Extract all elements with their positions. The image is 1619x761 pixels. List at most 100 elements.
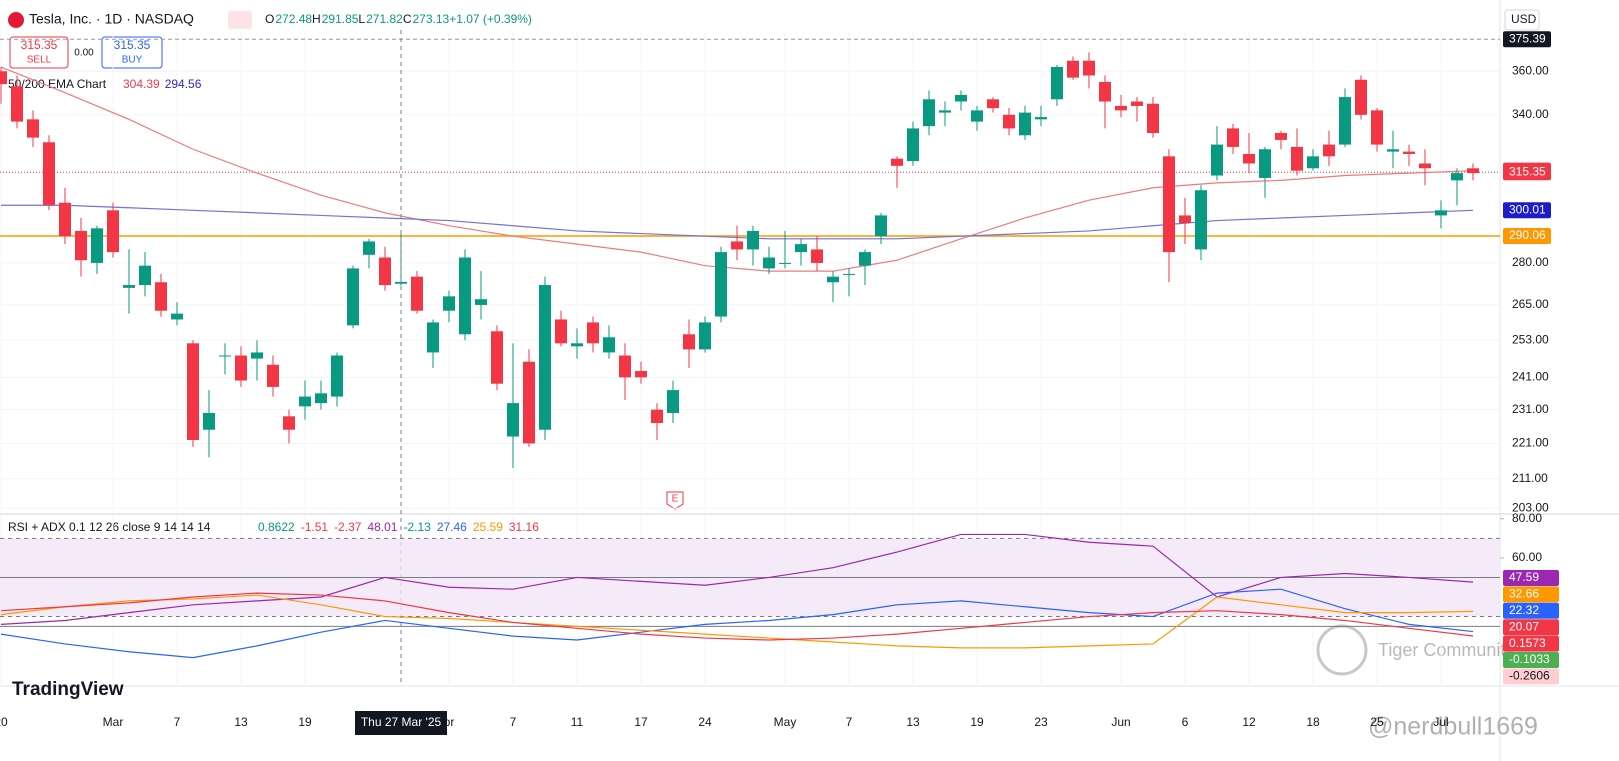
candle-body xyxy=(699,322,711,350)
indicator-marker xyxy=(1503,668,1559,685)
candle-body xyxy=(459,257,471,335)
ohlc-label: H xyxy=(312,12,321,26)
x-tick-label: 24 xyxy=(698,715,712,729)
candle-body xyxy=(667,390,679,413)
candle-body xyxy=(795,244,807,253)
ohlc: O272.48H291.85L271.82C273.13+1.07 (+0.39… xyxy=(265,12,532,26)
indicator-marker xyxy=(1503,602,1559,619)
y-tick-label: 211.00 xyxy=(1512,471,1548,485)
author: @nerdbull1669 xyxy=(1368,713,1538,741)
candle-body xyxy=(1163,156,1175,253)
indicator-marker-label: -0.1033 xyxy=(1509,652,1550,666)
x-tick-label: 12 xyxy=(1242,715,1256,729)
x-tick-label: 23 xyxy=(1034,715,1048,729)
earnings-marker[interactable] xyxy=(666,491,684,510)
candle-body xyxy=(875,215,887,237)
indicator-legend-value: -1.51 xyxy=(301,520,329,534)
candle-body xyxy=(635,371,647,378)
y-tick-label: 60.00 xyxy=(1512,550,1542,564)
y-tick-label: 221.00 xyxy=(1512,436,1549,450)
buy-label[interactable]: BUY xyxy=(122,55,143,66)
spread: 0.00 xyxy=(74,48,94,59)
candle-body xyxy=(587,322,599,344)
y-tick-label: 253.00 xyxy=(1512,332,1549,346)
candle-body xyxy=(1003,114,1015,129)
candle-body xyxy=(955,94,967,102)
candle-body xyxy=(1291,146,1303,171)
price-marker-label: 315.35 xyxy=(1509,164,1546,178)
candle-body xyxy=(315,393,327,404)
candle-body xyxy=(539,285,551,430)
indicator-icon[interactable] xyxy=(228,11,252,29)
y-tick-label: 280.00 xyxy=(1512,255,1549,269)
price-marker-label: 290.06 xyxy=(1509,228,1546,242)
sell-price[interactable]: 315.35 xyxy=(21,38,58,52)
sell-label[interactable]: SELL xyxy=(27,55,52,66)
buy-button[interactable] xyxy=(101,36,163,69)
candle-body xyxy=(235,355,247,381)
candle-body xyxy=(1035,117,1047,120)
ema-legend-value: 294.56 xyxy=(165,77,202,91)
earnings-label[interactable]: E xyxy=(672,494,679,505)
candle-body xyxy=(1227,128,1239,147)
x-tick-label: Mar xyxy=(103,715,124,729)
x-tick-label: 7 xyxy=(174,715,181,729)
candle-body xyxy=(1099,81,1111,102)
y-tick-label: 203.00 xyxy=(1512,500,1549,514)
price-marker xyxy=(1503,202,1551,219)
candle-body xyxy=(827,276,839,283)
candle-body xyxy=(139,265,151,286)
indicator-legend-value: 0.8622 xyxy=(258,520,295,534)
watermark: Tiger Community xyxy=(1378,640,1514,660)
indicator-legend-value: 27.46 xyxy=(437,520,467,534)
indicator-legend-value: -2.13 xyxy=(403,520,431,534)
candle-body xyxy=(1067,60,1079,78)
x-tick-label: 25 xyxy=(1370,715,1384,729)
ohlc-label: O xyxy=(265,12,274,26)
x-tick-label: Jul xyxy=(1433,715,1448,729)
sell-button[interactable] xyxy=(9,36,69,69)
candle-body xyxy=(939,110,951,113)
x-tick-label: 11 xyxy=(571,715,584,729)
y-tick-label: 340.00 xyxy=(1512,107,1549,121)
price-marker xyxy=(1503,228,1551,245)
indicator-marker xyxy=(1503,635,1559,652)
ema-legend: 304.39 294.56 xyxy=(123,77,202,91)
candle-body xyxy=(347,268,359,326)
currency[interactable]: USD xyxy=(1511,12,1537,26)
crosshair-box xyxy=(355,711,447,735)
candle-body xyxy=(1083,60,1095,76)
candle-body xyxy=(1243,153,1255,164)
candle-body xyxy=(75,230,87,261)
candle-body xyxy=(923,99,935,127)
candle-body xyxy=(1195,190,1207,250)
x-tick-label: 6 xyxy=(1182,715,1189,729)
buy-price[interactable]: 315.35 xyxy=(114,38,151,52)
candle-body xyxy=(747,230,759,250)
candle-body xyxy=(859,252,871,266)
y-tick-label: 360.00 xyxy=(1512,63,1549,77)
ohlc-change: +1.07 (+0.39%) xyxy=(449,12,532,26)
line-series xyxy=(0,594,1474,649)
ohlc-label: L xyxy=(358,12,365,26)
y-tick-label: 80.00 xyxy=(1512,511,1542,525)
candle-body xyxy=(1115,105,1127,111)
candle-body xyxy=(523,361,535,444)
candle-body xyxy=(171,313,183,320)
candle-body xyxy=(1467,168,1479,174)
symbol[interactable]: Tesla, Inc. · 1D · NASDAQ xyxy=(29,11,194,27)
indicator-marker xyxy=(1503,619,1559,636)
price-marker-label: 300.01 xyxy=(1509,202,1546,216)
candle-body xyxy=(43,142,55,206)
candle-body xyxy=(1339,97,1351,145)
price-marker xyxy=(1503,164,1551,181)
x-tick-label: 7 xyxy=(846,715,853,729)
candle-body xyxy=(1051,67,1063,100)
price-marker xyxy=(1503,31,1551,48)
candle-body xyxy=(1259,149,1271,178)
x-tick-label: 18 xyxy=(1306,715,1320,729)
candle-body xyxy=(11,86,23,122)
line-series xyxy=(0,533,1474,625)
ohlc-value: 272.48 xyxy=(275,12,312,26)
currency-box[interactable] xyxy=(1504,9,1540,31)
